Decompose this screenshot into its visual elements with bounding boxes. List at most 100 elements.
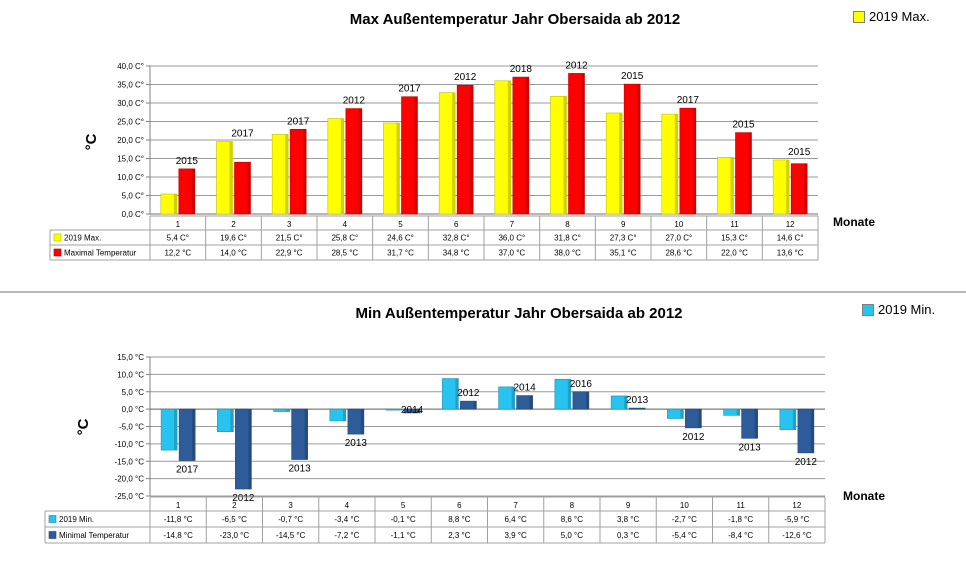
table-cell: 5,4 C°: [167, 234, 189, 243]
year-label: 2014: [401, 405, 424, 416]
year-label: 2015: [788, 147, 811, 158]
bar-shade: [452, 92, 456, 214]
bar-shade: [637, 84, 641, 214]
bar-shade: [399, 409, 403, 411]
y-tick-label: 10,0 °C: [117, 370, 144, 379]
x-tick-label: 2: [231, 220, 236, 229]
table-row-label: 2019 Min.: [59, 515, 94, 524]
bar-shade: [173, 194, 177, 214]
table-cell: -7,2 °C: [334, 531, 359, 540]
bar-shade: [174, 409, 178, 451]
bar-shade: [470, 85, 474, 215]
y-tick-label: -20,0 °C: [115, 475, 145, 484]
x-tick-label: 11: [736, 501, 745, 510]
table-cell: 12,2 °C: [164, 249, 191, 258]
bar-shade: [692, 108, 696, 214]
x-tick-label: 10: [674, 220, 683, 229]
y-tick-label: -5,0 °C: [119, 423, 144, 432]
legend-min-label: 2019 Min.: [878, 302, 936, 317]
x-tick-label: 12: [786, 220, 795, 229]
y-tick-label: 30,0 C°: [117, 99, 144, 108]
table-cell: 28,5 °C: [331, 249, 358, 258]
table-cell: -14,5 °C: [276, 531, 306, 540]
x-tick-label: 6: [457, 501, 462, 510]
table-cell: -1,1 °C: [391, 531, 416, 540]
x-tick-label: 6: [454, 220, 459, 229]
table-cell: -8,4 °C: [728, 531, 753, 540]
x-tick-label: 4: [343, 220, 348, 229]
table-cell: -14,8 °C: [163, 531, 193, 540]
chart-title: Min Außentemperatur Jahr Obersaida ab 20…: [355, 305, 682, 322]
bar-shade: [360, 409, 364, 435]
bar-shade: [810, 409, 814, 453]
table-cell: 13,6 °C: [777, 249, 804, 258]
bar-shade: [680, 409, 684, 419]
year-label: 2012: [457, 388, 480, 399]
table-cell: 5,0 °C: [561, 531, 584, 540]
x-tick-label: 9: [621, 220, 626, 229]
bar-shade: [286, 409, 290, 412]
year-label: 2012: [795, 457, 818, 468]
table-row-label: Minimal Temperatur: [59, 531, 129, 540]
y-tick-label: 15,0 °C: [117, 353, 144, 362]
x-tick-label: 5: [398, 220, 403, 229]
table-legend-key: [48, 531, 57, 539]
table-cell: 28,6 °C: [665, 249, 692, 258]
year-label: 2015: [621, 71, 644, 82]
table-cell: 15,3 C°: [721, 234, 748, 243]
table-cell: -2,7 °C: [672, 515, 697, 524]
year-label: 2012: [682, 432, 705, 443]
table-cell: 19,6 C°: [220, 234, 247, 243]
y-axis-label: °C: [83, 133, 100, 150]
year-label: 2018: [510, 64, 533, 75]
bar-shade: [247, 162, 251, 214]
y-axis-label: °C: [75, 418, 92, 435]
y-tick-label: 35,0 C°: [117, 81, 144, 90]
legend-min: 2019 Min.: [862, 302, 935, 317]
bar-shade: [340, 118, 344, 214]
chart-divider: [0, 291, 966, 293]
table-cell: -0,7 °C: [278, 515, 303, 524]
year-label: 2017: [677, 95, 700, 106]
table-cell: 0,3 °C: [617, 531, 640, 540]
bar-shade: [730, 157, 734, 214]
table-cell: -0,1 °C: [391, 515, 416, 524]
table-cell: -1,8 °C: [728, 515, 753, 524]
bar-shade: [792, 409, 796, 430]
x-axis-label: Monate: [833, 215, 875, 229]
year-label: 2014: [514, 383, 537, 394]
table-cell: -5,4 °C: [672, 531, 697, 540]
table-cell: 3,8 °C: [617, 515, 640, 524]
bar-shade: [698, 409, 702, 428]
table-cell: 36,0 C°: [498, 234, 525, 243]
bar-shade: [230, 409, 234, 432]
table-cell: 14,0 °C: [220, 249, 247, 258]
bar-shade: [303, 129, 307, 214]
y-tick-label: 5,0 C°: [122, 192, 144, 201]
bar-shade: [525, 77, 529, 214]
y-tick-label: -15,0 °C: [115, 457, 145, 466]
y-tick-label: -25,0 °C: [115, 492, 145, 501]
x-tick-label: 8: [570, 501, 575, 510]
bar-shade: [229, 141, 233, 214]
y-tick-label: 40,0 C°: [117, 62, 144, 71]
bar-shade: [567, 379, 571, 410]
bar-shade: [804, 163, 808, 214]
year-label: 2017: [231, 128, 254, 139]
table-cell: -23,0 °C: [220, 531, 250, 540]
table-cell: 25,8 C°: [331, 234, 358, 243]
y-tick-label: 20,0 C°: [117, 136, 144, 145]
x-tick-label: 5: [401, 501, 406, 510]
table-cell: 35,1 °C: [610, 249, 637, 258]
bar-shade: [786, 159, 790, 214]
bar-shade: [285, 134, 289, 214]
y-tick-label: 15,0 C°: [117, 155, 144, 164]
table-legend-key: [53, 248, 62, 257]
table-cell: 8,6 °C: [561, 515, 584, 524]
year-label: 2017: [287, 116, 310, 127]
bar-shade: [417, 409, 421, 413]
table-cell: 14,6 C°: [777, 234, 804, 243]
table-cell: 21,5 C°: [276, 234, 303, 243]
bar-shade: [642, 408, 646, 410]
year-label: 2015: [176, 156, 199, 167]
